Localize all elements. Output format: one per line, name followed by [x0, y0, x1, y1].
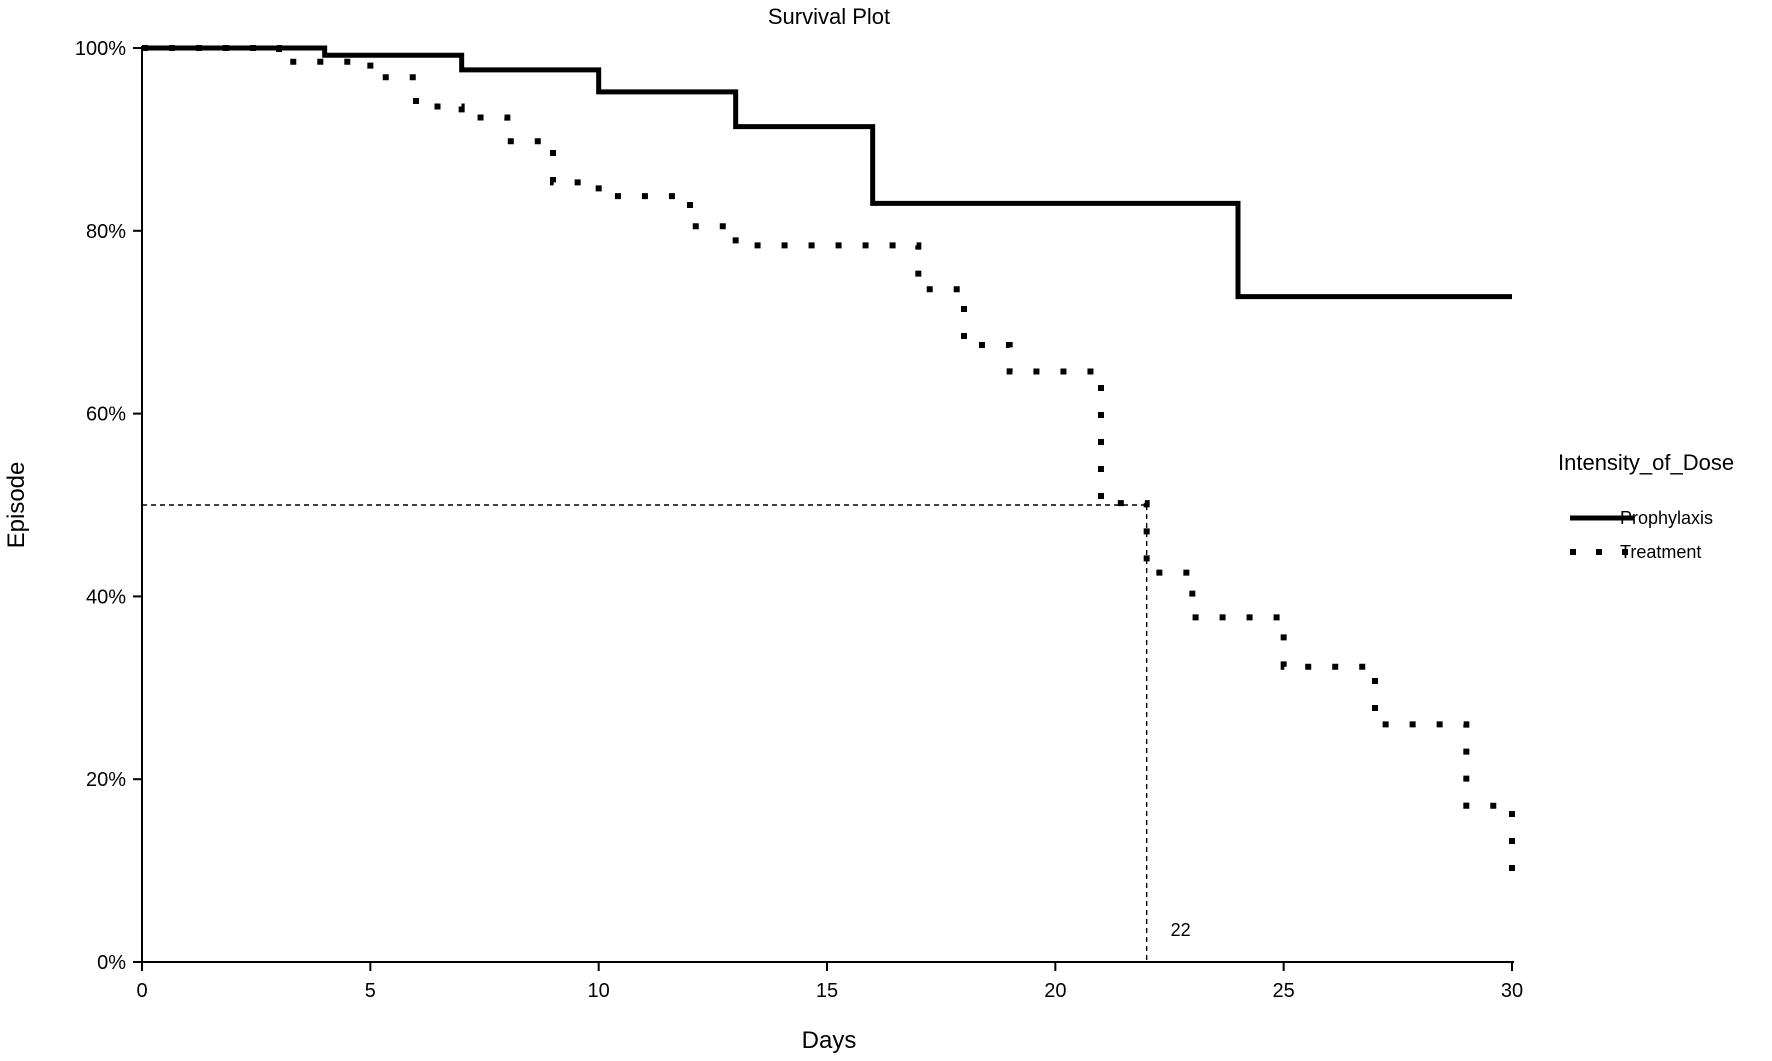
x-tick-label: 30	[1501, 980, 1523, 1002]
series-line-treatment	[142, 45, 1515, 874]
y-tick-label: 80%	[86, 221, 126, 243]
chart-title: Survival Plot	[768, 4, 890, 29]
x-tick-label: 25	[1273, 980, 1295, 1002]
legend-label-prophylaxis: Prophylaxis	[1620, 508, 1713, 528]
legend-label-treatment: Treatment	[1620, 542, 1701, 562]
y-tick-label: 60%	[86, 404, 126, 426]
x-tick-label: 10	[588, 980, 610, 1002]
plot-area: 0% 20% 40% 60% 80% 100% 0 5 10 15 20 25 30 22	[75, 38, 1523, 1002]
x-tick-label: 5	[365, 980, 376, 1002]
x-tick-label: 0	[136, 980, 147, 1002]
median-annotation: 22	[1171, 920, 1191, 940]
x-tick-label: 20	[1044, 980, 1066, 1002]
x-axis-label: Days	[802, 1027, 857, 1054]
y-tick-label: 100%	[75, 38, 126, 60]
y-tick-label: 40%	[86, 586, 126, 608]
y-axis-label: Episode	[3, 462, 30, 549]
y-tick-label: 0%	[97, 952, 126, 974]
legend: Intensity_of_Dose Prophylaxis Treatment	[1558, 450, 1734, 562]
series-line-prophylaxis	[142, 45, 1512, 300]
legend-title: Intensity_of_Dose	[1558, 450, 1734, 475]
y-tick-label: 20%	[86, 769, 126, 791]
x-tick-label: 15	[816, 980, 838, 1002]
